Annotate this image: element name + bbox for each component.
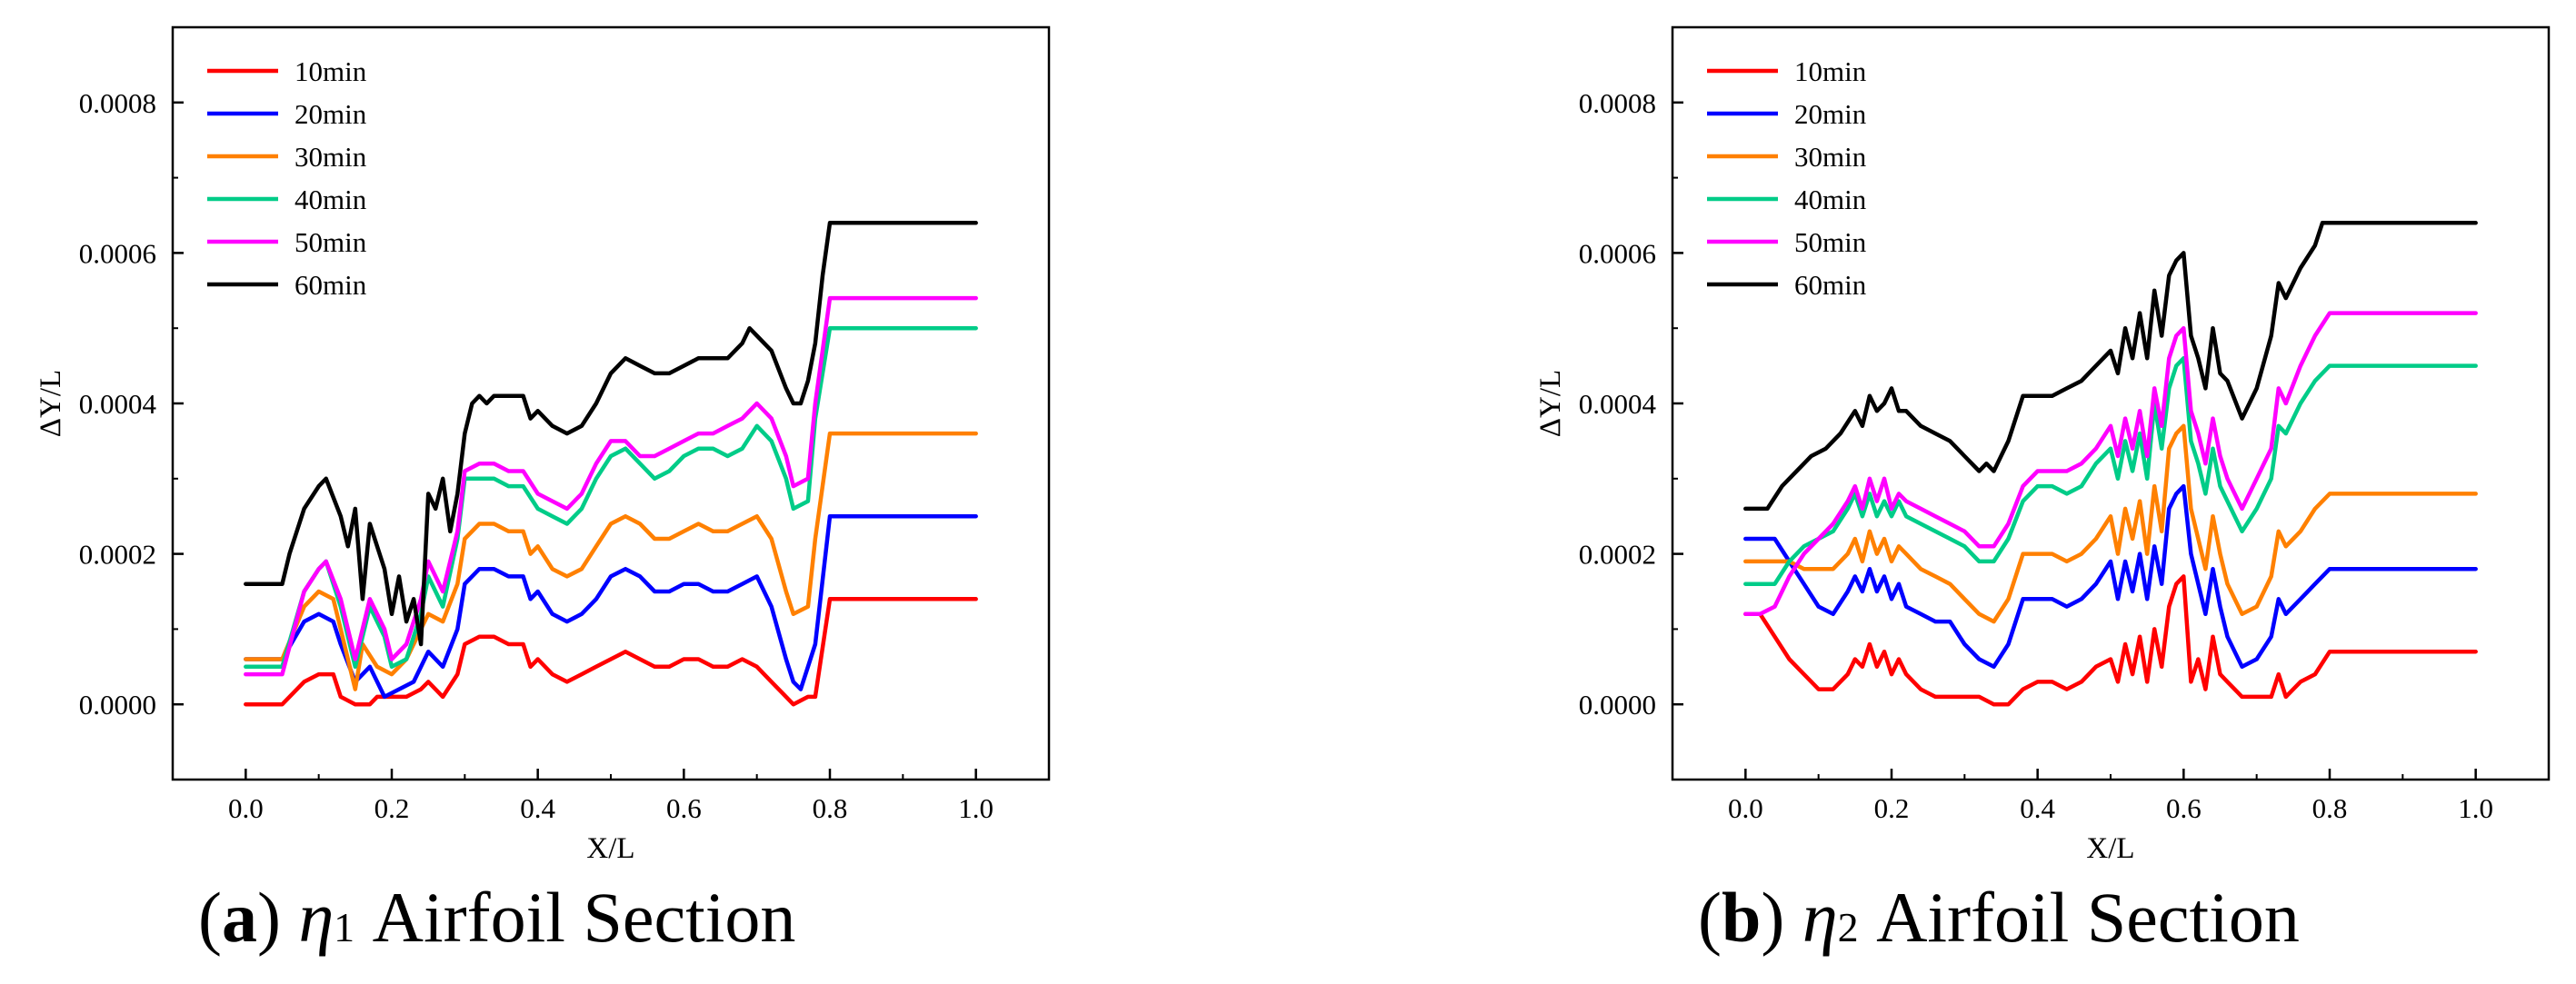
y-tick-label: 0.0000 bbox=[1579, 689, 1656, 721]
y-axis-label: ΔY/L bbox=[1534, 370, 1567, 437]
chart-a: 0.0 0.2 0.4 0.6 0.8 1.0 0.0000 0.0002 0.0004 0.00… bbox=[35, 25, 1051, 865]
caption-eta-symbol: η bbox=[1802, 878, 1838, 957]
x-tick-label: 1.0 bbox=[958, 792, 993, 824]
series-line-50min bbox=[244, 295, 978, 677]
series-line-10min bbox=[1743, 574, 2478, 707]
legend-label: 10min bbox=[1794, 55, 1867, 87]
y-tick-label: 0.0008 bbox=[1579, 87, 1656, 119]
caption-b: (b) η2 Airfoil Section bbox=[1698, 877, 2300, 959]
x-axis-label: X/L bbox=[2086, 832, 2134, 865]
y-tick-label: 0.0006 bbox=[1579, 237, 1656, 269]
x-tick-label: 0.4 bbox=[2020, 792, 2055, 824]
caption-close-paren: ) bbox=[256, 878, 281, 957]
series-line-20min bbox=[1743, 483, 2478, 670]
y-tick-label: 0.0002 bbox=[79, 539, 156, 571]
chart-b: 0.0 0.2 0.4 0.6 0.8 1.0 0.0000 0.0002 0.0004 0.00… bbox=[1534, 25, 2551, 865]
series-line-30min bbox=[244, 431, 978, 691]
y-tick-label: 0.0004 bbox=[79, 388, 157, 420]
x-axis-label: X/L bbox=[586, 832, 634, 865]
legend-label: 50min bbox=[295, 226, 367, 258]
series-line-30min bbox=[1743, 423, 2478, 624]
legend-label: 60min bbox=[295, 269, 367, 301]
legend-label: 50min bbox=[1794, 226, 1867, 258]
caption-subscript: 1 bbox=[334, 904, 355, 950]
x-tick-label: 0.0 bbox=[1728, 792, 1763, 824]
x-tick-label: 0.6 bbox=[666, 792, 702, 824]
x-tick-label: 0.8 bbox=[813, 792, 848, 824]
legend-label: 40min bbox=[295, 184, 367, 215]
y-tick-label: 0.0004 bbox=[1579, 388, 1657, 420]
caption-text: Airfoil Section bbox=[372, 878, 796, 957]
y-tick-label: 0.0000 bbox=[79, 689, 156, 721]
caption-text: Airfoil Section bbox=[1876, 878, 2300, 957]
x-tick-label: 1.0 bbox=[2458, 792, 2493, 824]
caption-subscript: 2 bbox=[1837, 904, 1859, 950]
caption-a: (a) η1 Airfoil Section bbox=[198, 877, 795, 959]
legend-label: 40min bbox=[1794, 184, 1867, 215]
series-line-60min bbox=[244, 221, 978, 647]
caption-eta-symbol: η bbox=[298, 878, 334, 957]
x-tick-label: 0.8 bbox=[2312, 792, 2348, 824]
caption-panel-letter: a bbox=[221, 878, 257, 957]
caption-open-paren: ( bbox=[1698, 878, 1722, 957]
legend-label: 20min bbox=[1794, 98, 1867, 130]
caption-open-paren: ( bbox=[198, 878, 222, 957]
x-tick-label: 0.2 bbox=[1874, 792, 1910, 824]
y-tick-label: 0.0002 bbox=[1579, 539, 1656, 571]
series-line-40min bbox=[1743, 356, 2478, 586]
series-line-60min bbox=[1743, 221, 2478, 512]
x-tick-label: 0.6 bbox=[2166, 792, 2202, 824]
series-line-20min bbox=[244, 513, 978, 700]
y-axis-label: ΔY/L bbox=[35, 370, 67, 437]
x-tick-label: 0.0 bbox=[228, 792, 264, 824]
series-line-50min bbox=[1743, 311, 2478, 617]
legend-label: 10min bbox=[295, 55, 367, 87]
legend-label: 30min bbox=[295, 141, 367, 173]
series-line-10min bbox=[244, 597, 978, 707]
x-tick-label: 0.2 bbox=[374, 792, 410, 824]
legend-label: 60min bbox=[1794, 269, 1867, 301]
x-tick-label: 0.4 bbox=[520, 792, 555, 824]
caption-close-paren: ) bbox=[1761, 878, 1785, 957]
caption-panel-letter: b bbox=[1721, 878, 1762, 957]
y-tick-label: 0.0006 bbox=[79, 237, 156, 269]
legend-label: 30min bbox=[1794, 141, 1867, 173]
y-tick-label: 0.0008 bbox=[79, 87, 156, 119]
series-line-40min bbox=[244, 325, 978, 670]
legend-label: 20min bbox=[295, 98, 367, 130]
